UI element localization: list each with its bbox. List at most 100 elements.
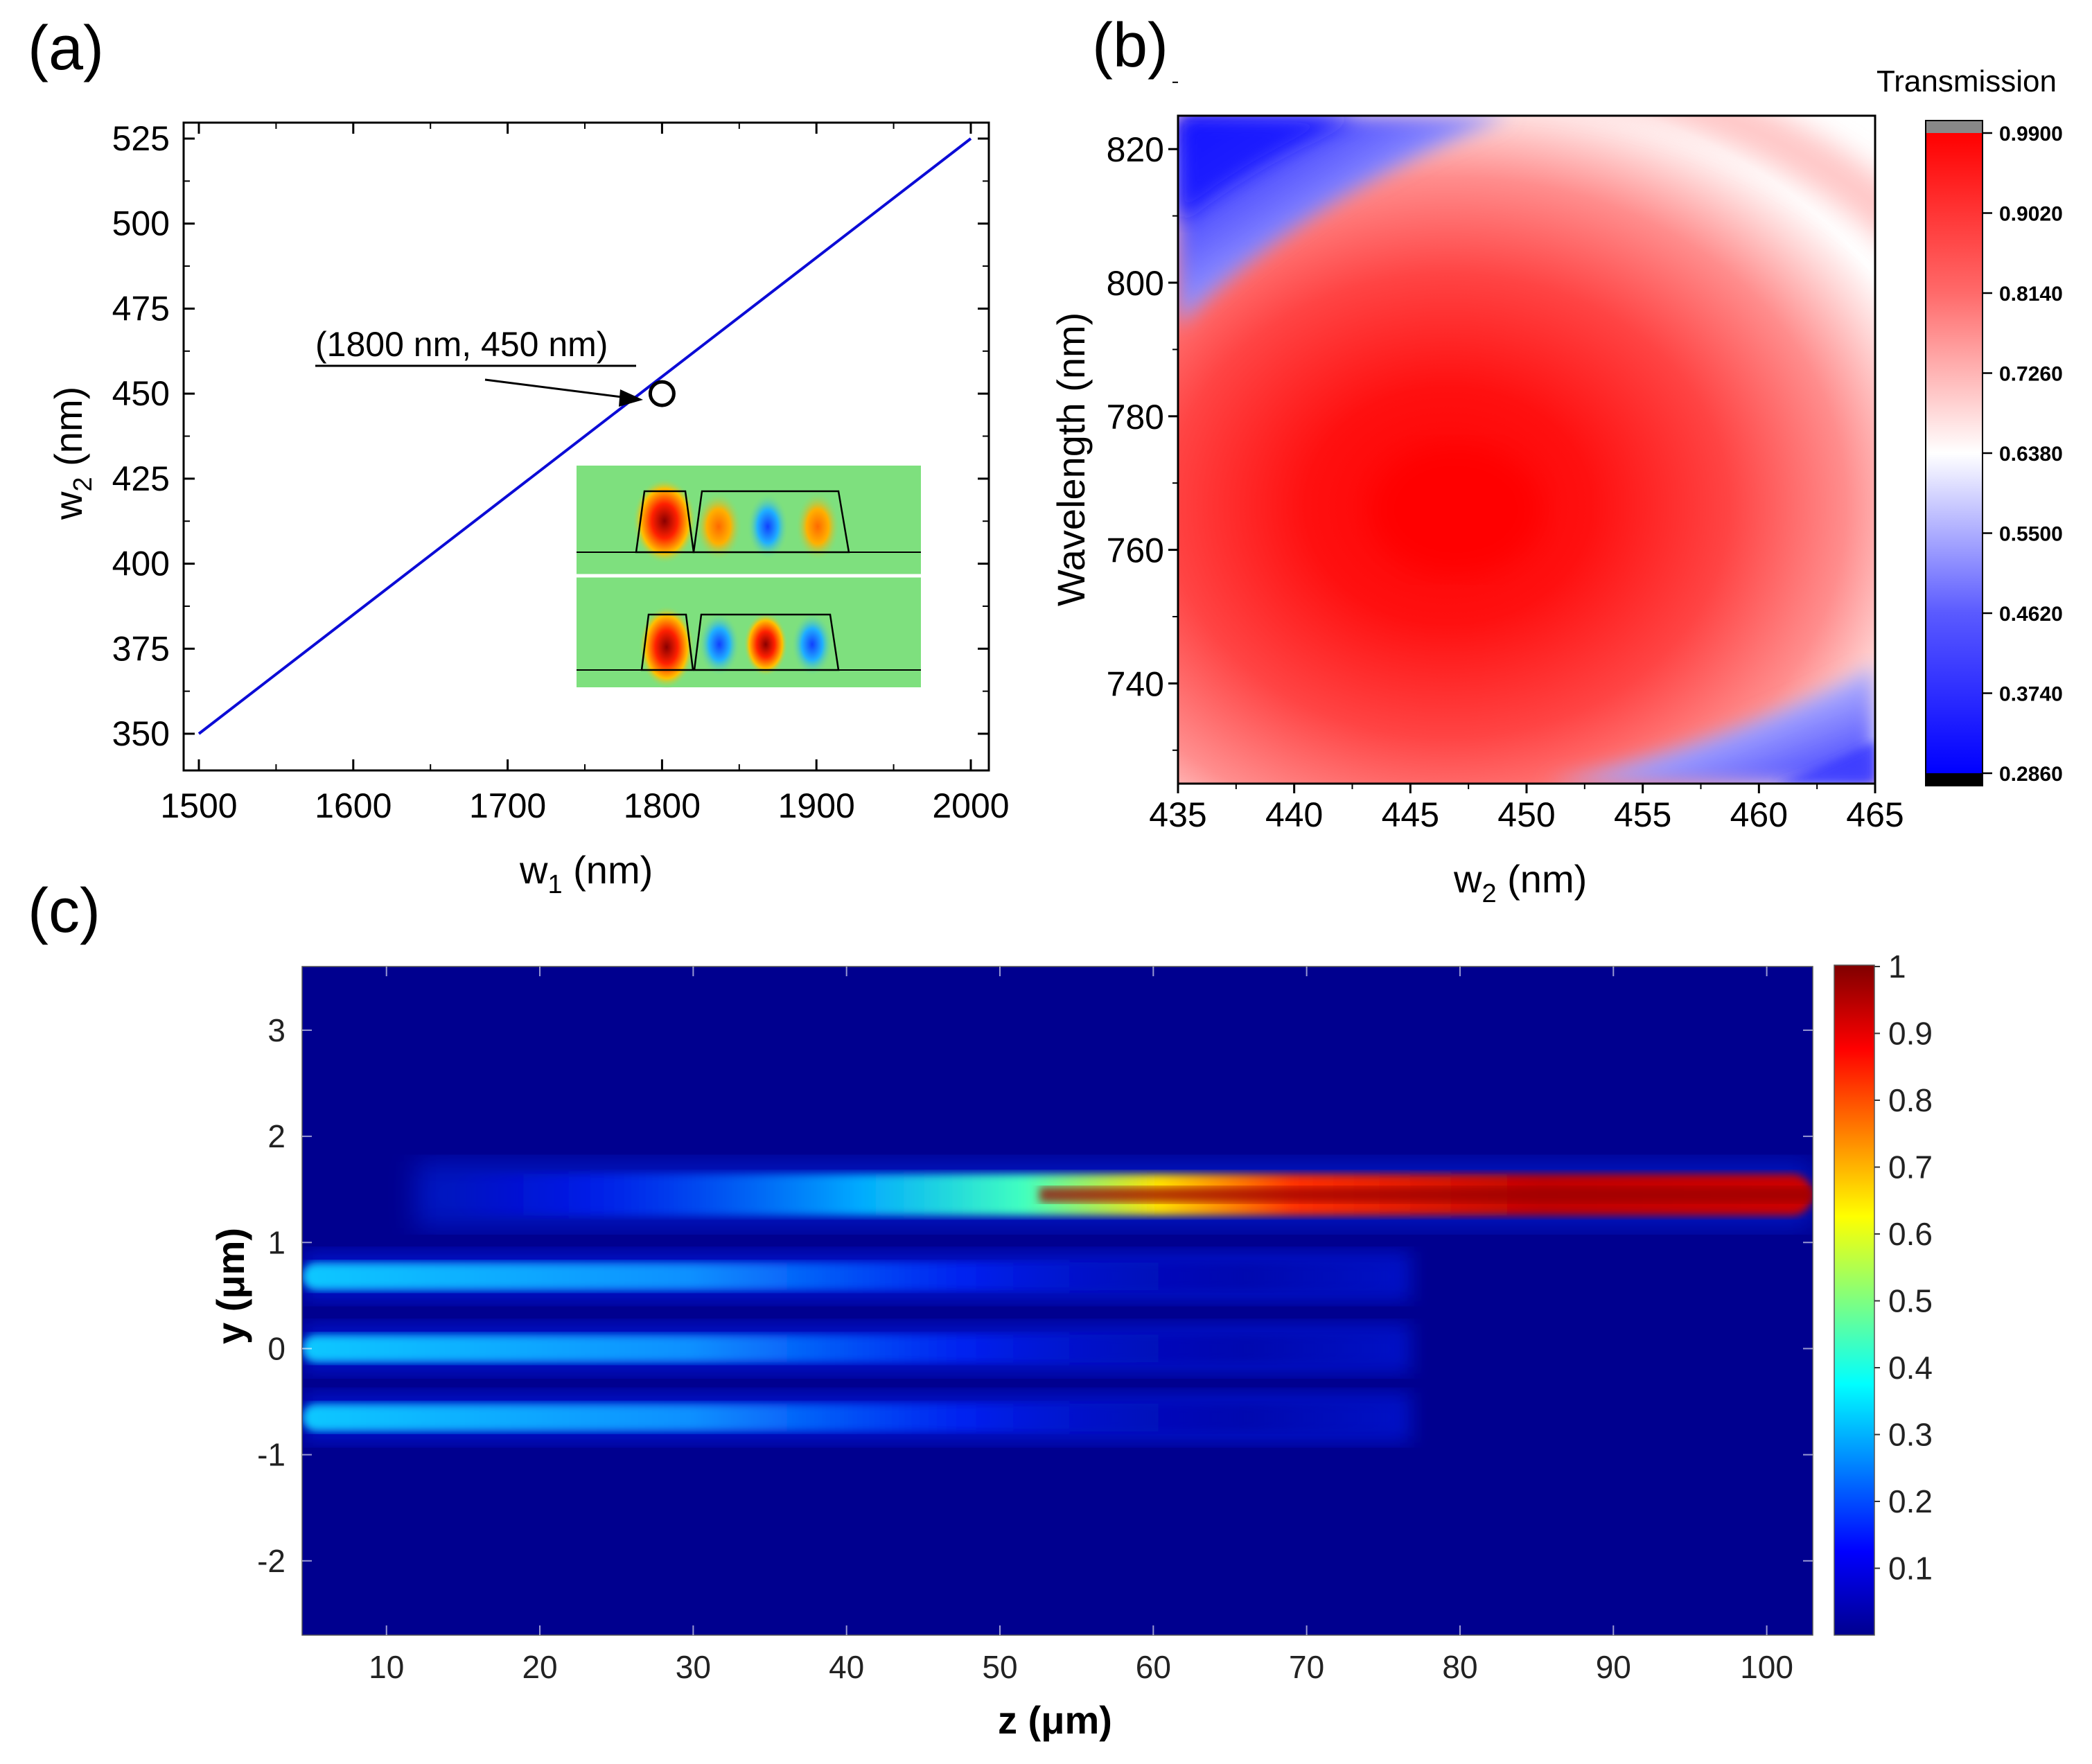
low-transmission-region [1545,665,1875,784]
y-tick-label: 3 [267,1012,285,1048]
mode-profile-inset [577,466,921,689]
colorbar-tick-label: 0.7 [1888,1149,1933,1185]
field-lobe [695,492,742,561]
xlabel-unit: (nm) [563,848,653,892]
panel-c-y-tick-labels: 3 2 1 0 -1 -2 [257,1012,285,1579]
xlabel-unit: (nm) [1497,857,1588,901]
x-tick-label: 70 [1289,1649,1324,1685]
ylabel-sub: 2 [69,477,98,491]
panel-a: (a) 1500 1600 1700 1800 1900 2000 35037540042… [28,14,1010,899]
transmission-peak [1373,447,1540,572]
field-intensity-heatmap [302,967,1813,1635]
input-beam [302,1403,1411,1431]
x-tick-label: 445 [1382,795,1439,834]
annotation-circle-marker [648,380,676,407]
y-tick-label: 475 [112,289,170,328]
field-lobe [791,612,833,676]
colorbar-tick-label: 0.6380 [1999,443,2063,466]
x-tick-label: 455 [1614,795,1671,834]
panel-a-frame [182,121,990,772]
y-tick-label: 780 [1107,398,1164,436]
panel-a-ticks [184,123,989,770]
x-tick-label: 100 [1740,1649,1793,1685]
colorbar-tick-label: 0.4 [1888,1350,1933,1386]
colorbar-tick-label: 0.2 [1888,1483,1933,1519]
y-tick-label: 820 [1107,130,1164,169]
colorbar-tick-label: 0.4620 [1999,603,2063,626]
panel-c-ticks [302,967,1813,1635]
x-tick-label: 2000 [932,786,1009,825]
colorbar-b-under [1926,773,1983,786]
ylabel-unit: (nm) [46,387,90,477]
colorbar-tick-label: 0.3 [1888,1417,1933,1453]
xlabel-main: w [1453,857,1482,901]
y-tick-label: 500 [112,204,170,243]
colorbar-tick-label: 0.3740 [1999,683,2063,706]
colorbar-tick-label: 0.5500 [1999,523,2063,546]
y-tick-label: 400 [112,545,170,583]
x-tick-label: 10 [369,1649,404,1685]
colorbar-b-title: Transmission [1876,64,2057,98]
field-lobe [747,493,789,560]
y-tick-label: 760 [1107,531,1164,570]
xlabel-sub: 2 [1482,879,1496,908]
colorbar-tick-label: 0.8140 [1999,283,2063,306]
colorbar-tick-label: 0.9 [1888,1016,1933,1052]
panel-a-y-axis-label: w2 (nm) [46,387,98,520]
input-beam [302,1262,1411,1291]
x-tick-label: 460 [1730,795,1788,834]
panel-a-y-tick-labels: 350 375 400 425 450 475 500 525 [112,119,170,753]
field-lobe [698,612,740,676]
x-tick-label: 90 [1596,1649,1631,1685]
panel-b-label: (b) [1092,11,1168,80]
y-tick-label: 425 [112,459,170,498]
x-tick-label: 465 [1846,795,1904,834]
x-tick-label: 1700 [469,786,546,825]
y-tick-label: 800 [1107,264,1164,303]
colorbar-c [1834,965,1874,1635]
panel-a-x-axis-label: w1 (nm) [519,848,653,899]
ylabel-main: w [46,491,90,520]
output-beam-core [1039,1187,1813,1203]
panel-b-y-tick-labels: 740 760 780 800 820 [1107,130,1164,703]
input-beam [302,1334,1411,1363]
x-tick-label: 450 [1497,795,1555,834]
colorbar-b-ticks: 0.9900 0.9020 0.8140 0.7260 0.6380 0.5500 0.46… [1983,123,2063,786]
panel-b-x-tick-labels: 435 440 445 450 455 460 465 [1149,795,1904,834]
xlabel-main: w [519,848,548,892]
colorbar-tick-label: 0.9020 [1999,203,2063,226]
y-tick-label: -2 [257,1543,285,1579]
panel-b-x-axis-label: w2 (nm) [1453,857,1587,908]
panel-c-y-axis-label: y (μm) [209,1228,252,1344]
x-tick-label: 1600 [315,786,392,825]
y-tick-label: 0 [267,1330,285,1366]
annotation-arrowhead [619,389,643,407]
x-tick-label: 80 [1442,1649,1477,1685]
colorbar-tick-label: 0.7260 [1999,363,2063,386]
panel-c-x-tick-labels: 10 20 30 40 50 60 70 80 90 100 [369,1649,1793,1685]
colorbar-tick-label: 1 [1888,949,1906,985]
colorbar-tick-label: 0.2860 [1999,763,2063,786]
transmission-heatmap [1178,116,1875,784]
colorbar-tick-label: 0.5 [1888,1283,1933,1319]
panel-c-frame [301,966,1813,1636]
x-tick-label: 1900 [778,786,855,825]
x-tick-label: 20 [522,1649,557,1685]
panel-b: (b) 435 440 445 450 455 460 465 740 760 780 800 82… [1049,11,2063,908]
field-lobe [796,492,840,561]
y-tick-label: 525 [112,119,170,158]
colorbar-b-over [1926,121,1983,133]
x-tick-label: 1500 [160,786,237,825]
panel-a-x-tick-labels: 1500 1600 1700 1800 1900 2000 [160,786,1009,825]
x-tick-label: 40 [829,1649,864,1685]
field-lobe [744,612,788,676]
y-tick-label: 450 [112,374,170,413]
x-tick-label: 440 [1265,795,1323,834]
x-tick-label: 60 [1136,1649,1171,1685]
colorbar-tick-label: 0.1 [1888,1551,1933,1587]
y-tick-label: 1 [267,1224,285,1260]
series-line [197,137,972,735]
panel-c-x-axis-label: z (μm) [998,1698,1112,1742]
low-transmission-region [1178,116,1511,326]
